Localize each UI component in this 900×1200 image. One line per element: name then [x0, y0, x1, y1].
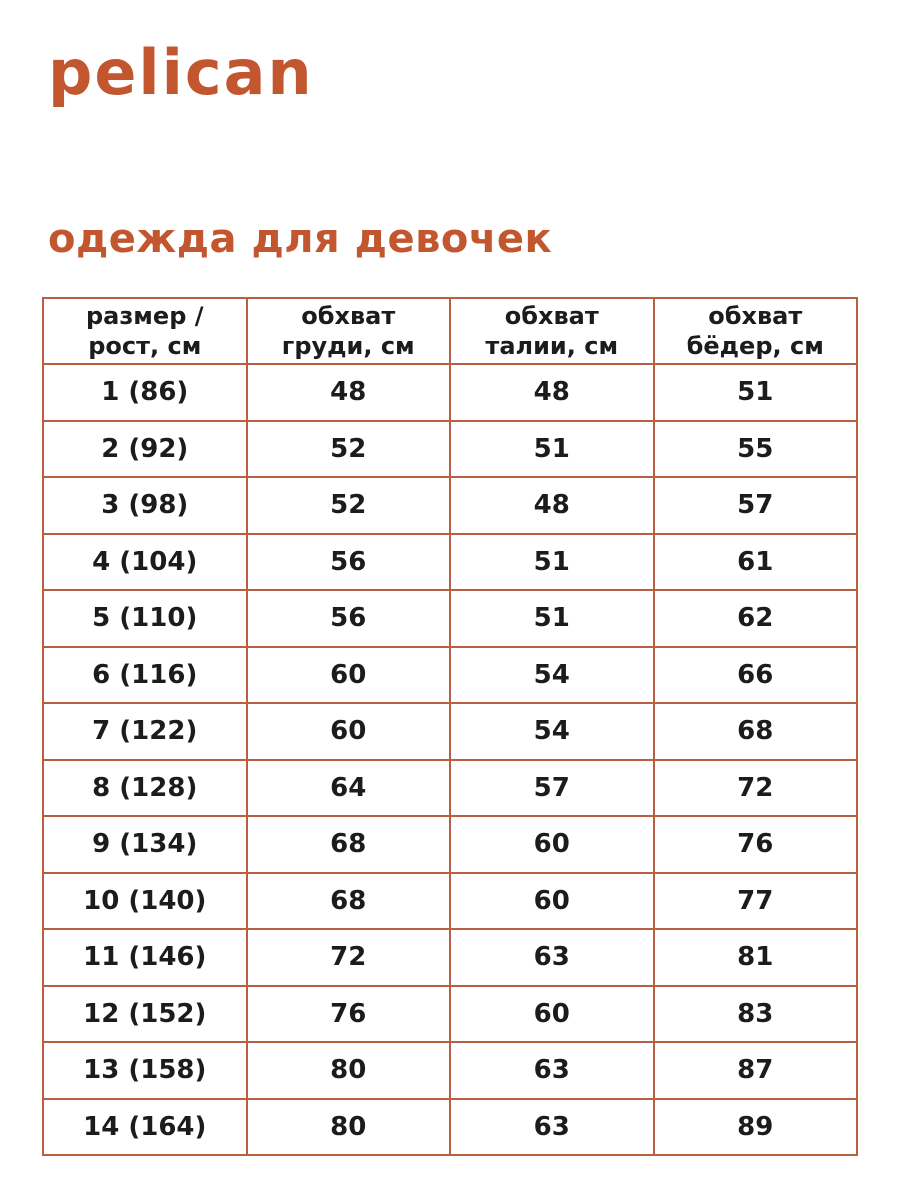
column-header-size-height: размер / рост, см — [42, 297, 248, 365]
chest-cell: 56 — [245, 589, 451, 648]
hips-cell: 77 — [652, 871, 858, 930]
chest-cell: 80 — [245, 1097, 451, 1156]
table-row: 7 (122) 60 54 68 — [42, 702, 858, 761]
table-row: 9 (134) 68 60 76 — [42, 815, 858, 874]
waist-cell: 63 — [449, 928, 655, 987]
chest-cell: 80 — [245, 1041, 451, 1100]
table-row: 6 (116) 60 54 66 — [42, 645, 858, 704]
table-row: 13 (158) 80 63 87 — [42, 1041, 858, 1100]
hips-cell: 72 — [652, 758, 858, 817]
hips-cell: 62 — [652, 589, 858, 648]
hips-cell: 61 — [652, 532, 858, 591]
size-table-body: 1 (86) 48 48 51 2 (92) 52 51 55 3 (98) 52 48 57 4 (1… — [42, 363, 858, 1156]
chest-cell: 60 — [245, 702, 451, 761]
waist-cell: 51 — [449, 589, 655, 648]
size-height-cell: 9 (134) — [42, 815, 248, 874]
waist-cell: 51 — [449, 532, 655, 591]
header-line: обхват — [301, 302, 396, 330]
table-row: 14 (164) 80 63 89 — [42, 1097, 858, 1156]
hips-cell: 89 — [652, 1097, 858, 1156]
hips-cell: 66 — [652, 645, 858, 704]
size-height-cell: 2 (92) — [42, 419, 248, 478]
header-line: размер / — [85, 302, 204, 330]
pelican-logo: pelican — [48, 36, 314, 109]
waist-cell: 57 — [449, 758, 655, 817]
table-row: 4 (104) 56 51 61 — [42, 532, 858, 591]
waist-cell: 60 — [449, 815, 655, 874]
chest-cell: 76 — [245, 984, 451, 1043]
header-line: талии, см — [485, 332, 619, 360]
header-row: размер / рост, см обхват груди, см обхва… — [42, 297, 858, 365]
size-table-header: размер / рост, см обхват груди, см обхва… — [42, 297, 858, 365]
hips-cell: 55 — [652, 419, 858, 478]
size-height-cell: 1 (86) — [42, 363, 248, 422]
page-title: одежда для девочек — [48, 216, 553, 262]
table-row: 11 (146) 72 63 81 — [42, 928, 858, 987]
hips-cell: 76 — [652, 815, 858, 874]
column-header-chest: обхват груди, см — [245, 297, 451, 365]
size-height-cell: 6 (116) — [42, 645, 248, 704]
waist-cell: 63 — [449, 1041, 655, 1100]
header-line: обхват — [708, 302, 803, 330]
chest-cell: 68 — [245, 815, 451, 874]
size-table: размер / рост, см обхват груди, см обхва… — [42, 297, 858, 1156]
chest-cell: 72 — [245, 928, 451, 987]
column-header-waist: обхват талии, см — [449, 297, 655, 365]
column-header-hips: обхват бёдер, см — [652, 297, 858, 365]
size-height-cell: 13 (158) — [42, 1041, 248, 1100]
size-height-cell: 11 (146) — [42, 928, 248, 987]
size-height-cell: 5 (110) — [42, 589, 248, 648]
waist-cell: 60 — [449, 984, 655, 1043]
hips-cell: 68 — [652, 702, 858, 761]
size-height-cell: 14 (164) — [42, 1097, 248, 1156]
table-row: 10 (140) 68 60 77 — [42, 871, 858, 930]
waist-cell: 60 — [449, 871, 655, 930]
header-line: бёдер, см — [686, 332, 824, 360]
hips-cell: 57 — [652, 476, 858, 535]
size-height-cell: 10 (140) — [42, 871, 248, 930]
chest-cell: 48 — [245, 363, 451, 422]
waist-cell: 48 — [449, 363, 655, 422]
waist-cell: 54 — [449, 645, 655, 704]
chest-cell: 60 — [245, 645, 451, 704]
waist-cell: 48 — [449, 476, 655, 535]
size-height-cell: 3 (98) — [42, 476, 248, 535]
table-row: 5 (110) 56 51 62 — [42, 589, 858, 648]
size-height-cell: 4 (104) — [42, 532, 248, 591]
size-height-cell: 7 (122) — [42, 702, 248, 761]
header-line: рост, см — [88, 332, 202, 360]
table-row: 1 (86) 48 48 51 — [42, 363, 858, 422]
header-line: обхват — [504, 302, 599, 330]
chest-cell: 52 — [245, 419, 451, 478]
chest-cell: 68 — [245, 871, 451, 930]
chest-cell: 64 — [245, 758, 451, 817]
chest-cell: 52 — [245, 476, 451, 535]
table-row: 3 (98) 52 48 57 — [42, 476, 858, 535]
hips-cell: 87 — [652, 1041, 858, 1100]
hips-cell: 81 — [652, 928, 858, 987]
size-height-cell: 12 (152) — [42, 984, 248, 1043]
size-height-cell: 8 (128) — [42, 758, 248, 817]
waist-cell: 54 — [449, 702, 655, 761]
hips-cell: 83 — [652, 984, 858, 1043]
header-line: груди, см — [281, 332, 415, 360]
table-row: 2 (92) 52 51 55 — [42, 419, 858, 478]
chest-cell: 56 — [245, 532, 451, 591]
waist-cell: 63 — [449, 1097, 655, 1156]
table-row: 8 (128) 64 57 72 — [42, 758, 858, 817]
waist-cell: 51 — [449, 419, 655, 478]
hips-cell: 51 — [652, 363, 858, 422]
table-row: 12 (152) 76 60 83 — [42, 984, 858, 1043]
